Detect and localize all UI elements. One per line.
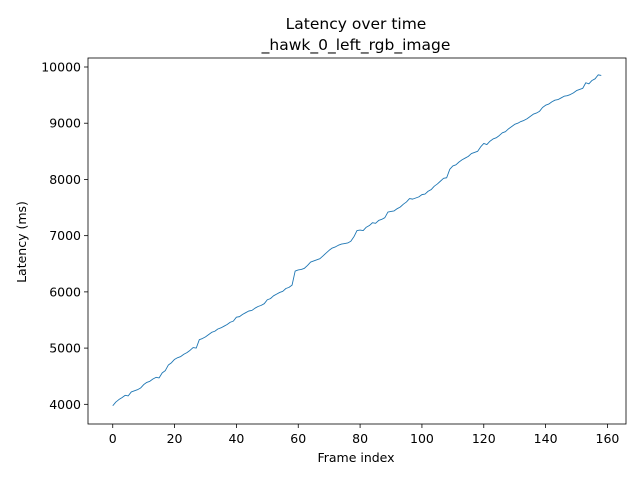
y-tick-label: 8000 — [49, 172, 81, 187]
x-tick-label: 160 — [596, 431, 620, 446]
x-axis-label: Frame index — [317, 450, 394, 465]
x-tick-label: 0 — [109, 431, 117, 446]
y-axis-ticks: 4000 5000 6000 7000 8000 9000 10000 — [41, 59, 88, 412]
axes-frame — [87, 57, 627, 425]
x-axis-ticks: 0 20 40 60 80 100 120 140 160 — [109, 424, 620, 446]
y-tick-label: 7000 — [49, 228, 81, 243]
x-tick-label: 120 — [472, 431, 496, 446]
latency-series-line — [112, 74, 602, 407]
x-tick-label: 60 — [290, 431, 306, 446]
y-tick-label: 6000 — [49, 284, 81, 299]
y-tick-label: 10000 — [41, 59, 81, 74]
y-tick-label: 5000 — [49, 341, 81, 356]
x-tick-label: 20 — [167, 431, 183, 446]
x-tick-label: 80 — [352, 431, 368, 446]
chart-title: Latency over time — [286, 15, 427, 33]
x-tick-label: 100 — [410, 431, 434, 446]
y-axis-label: Latency (ms) — [14, 201, 29, 283]
y-tick-label: 4000 — [49, 397, 81, 412]
chart-subtitle: _hawk_0_left_rgb_image — [261, 36, 451, 55]
plot-area: 0 20 40 60 80 100 120 140 160 4000 5000 6000 7000 80… — [41, 57, 627, 446]
x-tick-label: 40 — [228, 431, 244, 446]
x-tick-label: 140 — [534, 431, 558, 446]
y-tick-label: 9000 — [49, 116, 81, 131]
